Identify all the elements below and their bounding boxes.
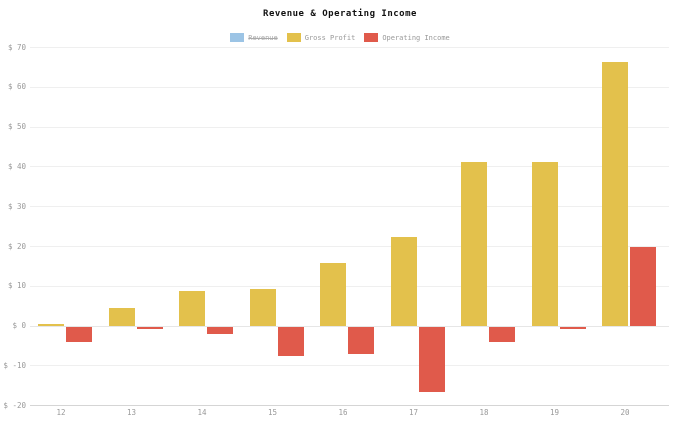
bar-gross-profit-14 [179, 290, 205, 326]
revenue-swatch-icon [230, 33, 245, 42]
gridline--10 [30, 365, 669, 366]
legend-item-gross-profit[interactable]: Gross Profit [286, 33, 356, 42]
bar-operating-income-12 [66, 326, 92, 343]
y-axis-label-40: $ 40 [7, 161, 26, 171]
bar-operating-income-15 [277, 326, 304, 357]
bar-operating-income-19 [559, 326, 586, 330]
gridline-0 [30, 326, 669, 327]
y-axis-label--10: $ -10 [3, 360, 26, 370]
bar-gross-profit-20 [602, 61, 628, 326]
legend-item-operating-income[interactable]: Operating Income [364, 33, 450, 42]
y-axis-label--20: $ -20 [3, 400, 26, 410]
y-axis-label-60: $ 60 [7, 82, 26, 92]
legend-label-revenue: Revenue [248, 33, 278, 42]
bar-gross-profit-15 [249, 289, 276, 326]
bar-operating-income-16 [348, 326, 374, 355]
gridline-50 [30, 127, 669, 128]
x-axis-label-13: 13 [126, 408, 137, 417]
x-axis-label-19: 19 [549, 408, 560, 417]
gridline-20 [30, 246, 669, 247]
bar-operating-income-13 [136, 326, 163, 329]
gridline-10 [30, 286, 669, 287]
x-axis-label-15: 15 [267, 408, 278, 417]
bar-operating-income-14 [207, 326, 233, 334]
x-axis-label-17: 17 [408, 408, 419, 417]
y-axis-label-70: $ 70 [7, 42, 26, 52]
gross-profit-swatch-icon [286, 33, 301, 42]
gridline-40 [30, 166, 669, 167]
chart-legend: Revenue Gross Profit Operating Income [0, 31, 680, 44]
x-axis-label-14: 14 [197, 408, 207, 417]
x-axis-label-16: 16 [338, 408, 348, 417]
bar-gross-profit-13 [108, 308, 135, 326]
legend-label-operating-income: Operating Income [382, 33, 450, 42]
bar-gross-profit-12 [38, 324, 64, 326]
x-axis-label-18: 18 [479, 408, 489, 417]
operating-income-swatch-icon [364, 33, 379, 42]
gridline-60 [30, 87, 669, 88]
x-axis-label-12: 12 [56, 408, 66, 417]
gridline-30 [30, 206, 669, 207]
gridline-70 [30, 47, 669, 48]
y-axis-label-30: $ 30 [7, 201, 26, 211]
bar-gross-profit-17 [390, 237, 417, 326]
bar-operating-income-17 [418, 326, 445, 392]
bar-gross-profit-16 [320, 262, 346, 326]
bar-operating-income-20 [630, 246, 656, 326]
y-axis-label-20: $ 20 [7, 241, 26, 251]
bar-gross-profit-19 [531, 161, 558, 326]
bar-gross-profit-18 [461, 162, 487, 326]
y-axis-label-50: $ 50 [7, 122, 26, 132]
y-axis-label-0: $ 0 [12, 321, 26, 331]
chart-title: Revenue & Operating Income [263, 9, 417, 19]
legend-label-gross-profit: Gross Profit [304, 33, 356, 42]
gridline--20 [30, 405, 669, 406]
x-axis-label-20: 20 [620, 408, 630, 417]
legend-item-revenue[interactable]: Revenue [230, 33, 278, 42]
bar-operating-income-18 [489, 326, 515, 343]
y-axis-label-10: $ 10 [7, 281, 26, 291]
